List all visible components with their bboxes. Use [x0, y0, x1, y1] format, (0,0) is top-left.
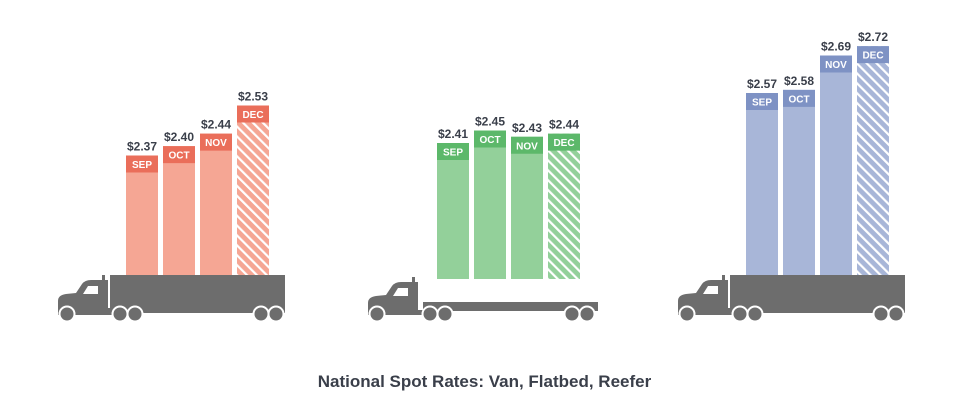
month-label: OCT [788, 94, 809, 105]
wheel [368, 305, 386, 323]
bar-sep [437, 143, 469, 279]
truck-group-van: SEP $2.37 OCT $2.40 NOV $2.44 DEC $2.53 [58, 90, 285, 323]
wheel [578, 305, 596, 323]
value-label: $2.43 [512, 121, 542, 135]
bar-month-band [783, 89, 815, 107]
value-label: $2.53 [238, 90, 268, 104]
wheel [563, 305, 581, 323]
bar-oct [163, 146, 195, 279]
bar-oct [783, 89, 815, 279]
value-label: $2.58 [784, 74, 814, 88]
month-label: SEP [443, 148, 463, 159]
bar-dec [857, 46, 889, 279]
truck-group-flatbed: SEP $2.41 OCT $2.45 NOV $2.43 DEC $2.44 [368, 115, 598, 323]
value-label: $2.44 [549, 118, 579, 132]
wheel [252, 305, 270, 323]
wheel [126, 305, 144, 323]
bar-month-band [820, 55, 852, 73]
month-label: OCT [479, 135, 500, 146]
bar-nov [511, 136, 543, 279]
bar-dec [548, 133, 580, 279]
wheel [267, 305, 285, 323]
value-label: $2.69 [821, 40, 851, 54]
month-label: DEC [862, 51, 883, 62]
month-label: NOV [205, 138, 227, 149]
wheel [887, 305, 905, 323]
bar-month-band [548, 133, 580, 151]
value-label: $2.57 [747, 77, 777, 91]
bar-month-band [746, 93, 778, 110]
bar-month-band [474, 130, 506, 148]
wheel [421, 305, 439, 323]
month-label: SEP [132, 160, 152, 171]
value-label: $2.44 [201, 118, 231, 132]
bar-nov [200, 133, 232, 279]
bar-month-band [857, 46, 889, 64]
month-label: DEC [553, 138, 574, 149]
truck-cab [58, 275, 108, 313]
flatbed-deck [423, 302, 598, 311]
value-label: $2.40 [164, 130, 194, 144]
bar-dec [237, 105, 269, 279]
month-label: NOV [825, 60, 847, 71]
wheel [678, 305, 696, 323]
value-label: $2.41 [438, 127, 468, 141]
wheel [872, 305, 890, 323]
month-label: OCT [168, 151, 189, 162]
value-label: $2.72 [858, 30, 888, 44]
bar-sep [126, 155, 158, 279]
bar-nov [820, 55, 852, 279]
wheel [731, 305, 749, 323]
chart-title: National Spot Rates: Van, Flatbed, Reefe… [317, 372, 652, 391]
bar-month-band [237, 105, 269, 123]
truck-group-reefer: SEP $2.57 OCT $2.58 NOV $2.69 DEC $2.72 [678, 30, 905, 323]
wheel [436, 305, 454, 323]
value-label: $2.45 [475, 115, 505, 129]
bar-month-band [511, 136, 543, 154]
bar-month-band [200, 133, 232, 151]
bar-oct [474, 130, 506, 279]
bar-month-band [126, 155, 158, 173]
wheel [58, 305, 76, 323]
truck-cab [678, 275, 728, 313]
bar-month-band [437, 143, 469, 160]
month-label: NOV [516, 141, 538, 152]
bar-month-band [163, 146, 195, 164]
month-label: SEP [752, 98, 772, 109]
value-label: $2.37 [127, 140, 157, 154]
month-label: DEC [242, 110, 263, 121]
bar-sep [746, 93, 778, 279]
wheel [746, 305, 764, 323]
wheel [111, 305, 129, 323]
